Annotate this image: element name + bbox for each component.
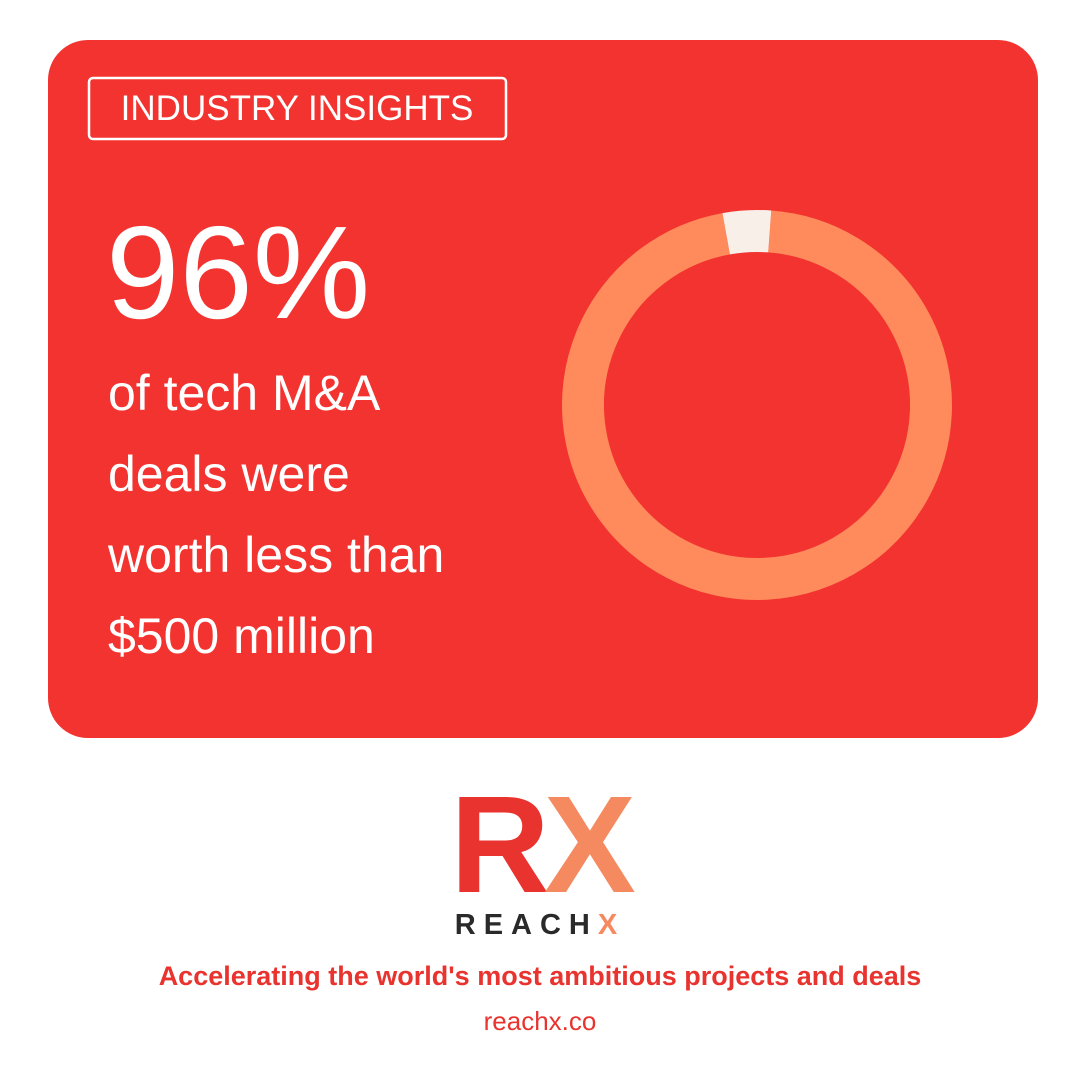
donut-segment <box>722 210 772 255</box>
stat-value: 96% <box>106 199 370 346</box>
website: reachx.co <box>484 1006 597 1036</box>
logo-name-accent: X <box>598 909 625 941</box>
donut <box>562 210 952 600</box>
logo-r: R <box>450 768 547 922</box>
logo-name-main: REACH <box>455 909 598 941</box>
description-line: of tech M&A <box>108 365 381 421</box>
description: of tech M&A deals were worth less than $500… <box>107 365 444 664</box>
logo-mark: RX <box>450 768 635 922</box>
description-line: $500 million <box>108 608 375 664</box>
logo-name: REACHX <box>455 909 625 941</box>
badge-text: INDUSTRY INSIGHTS <box>121 89 474 128</box>
description-line: worth less than <box>107 527 444 583</box>
donut-segment <box>562 210 952 600</box>
tagline: Accelerating the world's most ambitious … <box>159 961 922 991</box>
logo-x: X <box>544 768 635 922</box>
description-line: deals were <box>108 446 350 502</box>
badge-box <box>87 76 508 141</box>
